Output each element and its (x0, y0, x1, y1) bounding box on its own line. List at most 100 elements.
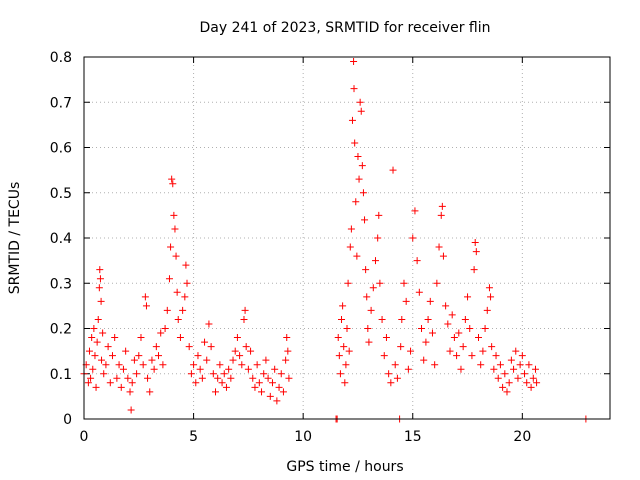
data-points (80, 58, 590, 423)
data-point (155, 352, 163, 360)
data-point (285, 374, 293, 382)
data-point (117, 383, 125, 391)
data-point (455, 329, 463, 337)
data-point (214, 374, 222, 382)
data-point (87, 374, 95, 382)
data-point (218, 379, 226, 387)
data-point (244, 365, 252, 373)
data-point (185, 343, 193, 351)
data-point (371, 257, 379, 265)
data-point (442, 302, 450, 310)
data-point (512, 347, 520, 355)
data-point (402, 297, 410, 305)
data-point (282, 356, 290, 364)
data-point (124, 374, 132, 382)
data-point (126, 388, 134, 396)
y-tick-label: 0.1 (50, 367, 72, 383)
data-point (357, 107, 365, 115)
data-point (173, 288, 181, 296)
data-point (446, 347, 454, 355)
data-point (196, 365, 204, 373)
data-point (490, 365, 498, 373)
data-point (365, 338, 373, 346)
data-point (152, 343, 160, 351)
data-point (361, 216, 369, 224)
data-point (194, 352, 202, 360)
data-point (271, 365, 279, 373)
data-point (96, 266, 104, 274)
data-point (356, 98, 364, 106)
data-point (345, 347, 353, 355)
data-point (229, 356, 237, 364)
data-point (279, 388, 287, 396)
data-point (340, 343, 348, 351)
data-point (527, 383, 535, 391)
data-point (247, 347, 255, 355)
data-point (518, 352, 526, 360)
data-point (358, 162, 366, 170)
data-point (119, 365, 127, 373)
data-point (238, 361, 246, 369)
data-point (485, 284, 493, 292)
data-point (249, 374, 257, 382)
data-point (227, 374, 235, 382)
data-point (225, 365, 233, 373)
data-point (222, 383, 230, 391)
data-point (127, 406, 135, 414)
data-point (404, 365, 412, 373)
y-tick-label: 0.4 (50, 231, 72, 247)
y-axis-label: SRMTID / TECUs (7, 182, 23, 295)
data-point (483, 306, 491, 314)
data-point (397, 343, 405, 351)
data-point (102, 361, 110, 369)
data-point (510, 365, 518, 373)
data-point (461, 315, 469, 323)
data-point (387, 379, 395, 387)
data-point (85, 347, 93, 355)
data-point (346, 243, 354, 251)
data-point (352, 198, 360, 206)
y-tick-label: 0.2 (50, 322, 72, 338)
data-point (487, 293, 495, 301)
data-point (363, 293, 371, 301)
data-point (146, 388, 154, 396)
data-point (479, 347, 487, 355)
data-point (448, 311, 456, 319)
data-point (533, 379, 541, 387)
data-point (470, 266, 478, 274)
data-point (501, 370, 509, 378)
data-point (413, 257, 421, 265)
data-point (343, 325, 351, 332)
x-tick-label: 0 (80, 429, 89, 445)
data-point (192, 379, 200, 387)
data-point (264, 374, 272, 382)
data-point (444, 320, 452, 328)
data-point (350, 58, 358, 66)
data-point (284, 347, 292, 355)
data-point (514, 374, 522, 382)
data-point (170, 211, 178, 219)
data-point (472, 248, 480, 256)
data-point (364, 325, 372, 332)
y-tick-label: 0.8 (50, 50, 72, 66)
data-point (97, 297, 105, 305)
data-point (400, 279, 408, 287)
data-point (104, 343, 112, 351)
data-point (98, 356, 106, 364)
chart-title: Day 241 of 2023, SRMTID for receiver fli… (200, 20, 491, 36)
data-point (459, 343, 467, 351)
data-point (253, 361, 261, 369)
data-point (351, 139, 359, 147)
data-point (439, 252, 447, 260)
data-point (113, 374, 121, 382)
data-point (338, 315, 346, 323)
x-axis-label: GPS time / hours (286, 459, 403, 475)
data-point (201, 338, 209, 346)
data-point (374, 234, 382, 242)
data-point (161, 325, 169, 332)
data-point (422, 338, 430, 346)
data-point (391, 361, 399, 369)
data-point (268, 379, 276, 387)
data-point (347, 225, 355, 233)
data-point (475, 334, 482, 342)
